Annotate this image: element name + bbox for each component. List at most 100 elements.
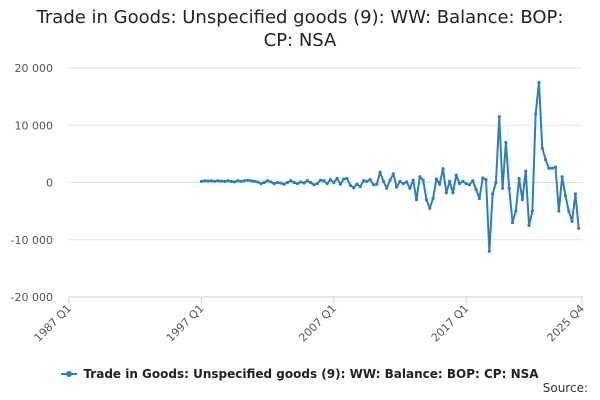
data-point [378,170,382,174]
data-point [550,166,554,170]
data-point [477,196,481,201]
data-point [368,178,372,182]
data-point [322,179,326,183]
data-point [537,80,541,84]
chart-title: Trade in Goods: Unspecified goods (9): W… [0,6,600,52]
data-point [500,186,505,190]
data-point [289,179,293,183]
x-axis [68,296,583,303]
data-point [348,183,352,187]
data-point [441,167,445,171]
y-axis-labels: -20 000 -10 000 0 10 000 20 000 [11,62,53,304]
y-tick-label: 10 000 [15,119,54,132]
data-point [577,226,581,230]
data-point [216,179,220,183]
data-point [309,180,313,185]
data-point [510,220,515,225]
data-point [249,179,253,183]
data-point [345,176,349,181]
data-point [312,183,316,187]
data-point [520,198,525,202]
series-line [200,81,580,253]
data-point [229,179,233,183]
data-point [325,182,329,186]
chart-title-line-2: CP: NSA [263,30,337,51]
data-point [504,140,508,145]
chart-title-line-1: Trade in Goods: Unspecified goods (9): W… [36,7,564,28]
data-point [484,178,488,182]
data-point [361,179,366,183]
data-point [352,186,356,190]
data-point [305,179,309,183]
data-point [438,182,442,186]
data-point [573,192,577,196]
x-tick-label: 1997 Q1 [164,302,207,345]
y-tick-label: -20 000 [11,291,53,304]
data-point [213,179,217,183]
data-point [269,180,273,184]
data-point [355,182,359,186]
data-point [414,198,419,202]
data-point [388,178,392,182]
data-point [282,182,286,186]
data-point [275,180,280,185]
data-point [375,182,379,186]
data-point [517,176,521,181]
data-point [418,175,422,179]
data-point [563,194,568,198]
x-axis-labels: 1987 Q1 1997 Q1 2007 Q1 2017 Q1 2025 Q4 [32,302,588,345]
data-point [534,112,538,116]
data-point [338,182,342,186]
data-point [471,179,475,183]
data-point [461,179,465,183]
x-tick-label: 2017 Q1 [429,302,472,345]
data-point [464,182,468,186]
data-point [527,223,531,228]
data-point [262,180,266,185]
y-tick-label: 0 [46,177,53,190]
data-point [222,179,227,183]
x-tick-label: 2007 Q1 [296,302,339,345]
data-point [315,182,319,186]
x-tick-label: 2025 Q4 [545,302,588,345]
legend[interactable]: Trade in Goods: Unspecified goods (9): W… [0,364,600,381]
data-point [259,182,263,186]
data-point [302,181,306,185]
data-point [474,187,478,191]
data-point [219,179,223,183]
data-point [398,179,402,183]
data-point [514,209,518,213]
data-point [203,179,207,183]
data-point [570,219,574,224]
data-point [497,115,501,119]
data-point [365,179,369,183]
data-point [547,166,551,170]
data-point [265,179,270,183]
x-tick-label: 1987 Q1 [32,302,75,345]
data-point [206,179,210,183]
data-point [567,209,571,213]
data-point [358,184,362,189]
data-point [272,182,276,186]
data-point [404,180,409,184]
data-point [295,182,299,186]
data-point [256,180,260,184]
data-point [335,176,339,181]
data-point [428,206,432,210]
data-point [444,191,448,195]
data-point [494,180,498,185]
data-point [232,180,237,184]
data-point [292,180,296,185]
data-point [285,180,290,185]
legend-label: Trade in Goods: Unspecified goods (9): W… [83,367,539,381]
legend-swatch-icon [61,371,78,377]
data-point [448,179,452,183]
data-point [328,178,333,182]
data-point [332,180,336,185]
data-point [395,185,399,189]
data-point [560,175,564,179]
data-point [385,186,389,190]
data-point [557,209,561,213]
data-point [401,182,405,186]
